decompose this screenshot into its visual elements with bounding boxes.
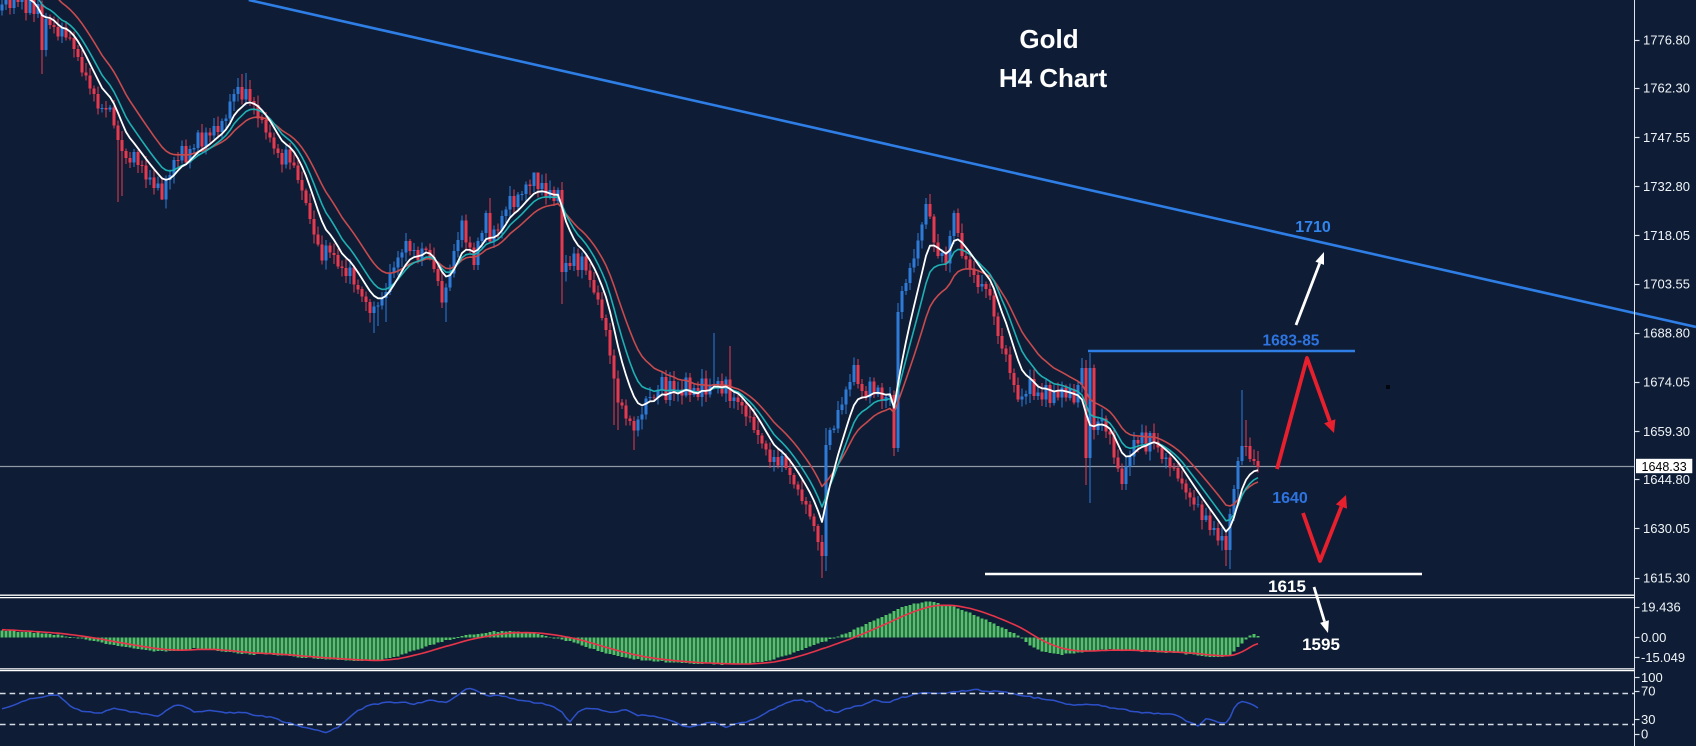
- svg-text:1630.05: 1630.05: [1643, 521, 1690, 536]
- svg-text:1615.30: 1615.30: [1643, 570, 1690, 585]
- svg-text:Gold: Gold: [1019, 24, 1078, 54]
- svg-text:100: 100: [1641, 670, 1663, 685]
- svg-text:H4 Chart: H4 Chart: [999, 63, 1108, 93]
- svg-text:1674.05: 1674.05: [1643, 375, 1690, 390]
- svg-text:1659.30: 1659.30: [1643, 424, 1690, 439]
- svg-text:1710: 1710: [1295, 219, 1331, 236]
- svg-text:0: 0: [1641, 726, 1648, 741]
- svg-text:1648.33: 1648.33: [1642, 460, 1687, 474]
- svg-text:70: 70: [1641, 683, 1655, 698]
- svg-text:-15.049: -15.049: [1641, 650, 1685, 665]
- svg-text:1595: 1595: [1302, 635, 1340, 654]
- svg-text:1644.80: 1644.80: [1643, 472, 1690, 487]
- svg-text:1747.55: 1747.55: [1643, 130, 1690, 145]
- svg-text:1615: 1615: [1268, 577, 1306, 596]
- svg-text:1718.05: 1718.05: [1643, 228, 1690, 243]
- svg-text:19.436: 19.436: [1641, 599, 1681, 614]
- svg-text:1732.80: 1732.80: [1643, 179, 1690, 194]
- svg-text:1703.55: 1703.55: [1643, 276, 1690, 291]
- svg-text:1688.80: 1688.80: [1643, 326, 1690, 341]
- svg-text:1640: 1640: [1272, 490, 1308, 507]
- svg-text:1762.30: 1762.30: [1643, 81, 1690, 96]
- svg-text:1683-85: 1683-85: [1263, 333, 1320, 350]
- svg-text:0.00: 0.00: [1641, 630, 1666, 645]
- svg-text:1776.80: 1776.80: [1643, 32, 1690, 47]
- svg-text:30: 30: [1641, 712, 1655, 727]
